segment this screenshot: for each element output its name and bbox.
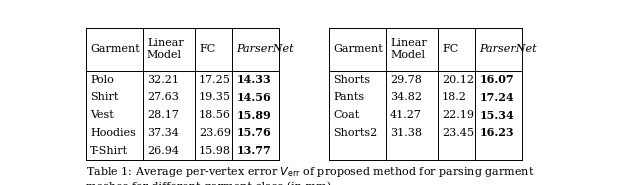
Text: Garment: Garment: [90, 44, 140, 54]
Text: 27.63: 27.63: [147, 92, 179, 102]
Text: 18.56: 18.56: [199, 110, 231, 120]
Text: Garment: Garment: [333, 44, 383, 54]
Text: Polo: Polo: [90, 75, 114, 85]
Text: 15.98: 15.98: [199, 146, 231, 156]
Text: 17.24: 17.24: [479, 92, 514, 103]
Text: Coat: Coat: [333, 110, 359, 120]
Text: 37.34: 37.34: [147, 128, 179, 138]
Text: 23.69: 23.69: [199, 128, 231, 138]
Text: 26.94: 26.94: [147, 146, 179, 156]
Text: 15.76: 15.76: [236, 127, 271, 138]
Text: 18.2: 18.2: [442, 92, 467, 102]
Text: 29.78: 29.78: [390, 75, 422, 85]
Text: 16.07: 16.07: [479, 74, 514, 85]
Text: 41.27: 41.27: [390, 110, 422, 120]
Text: Shorts: Shorts: [333, 75, 370, 85]
Text: 15.89: 15.89: [236, 110, 271, 121]
Text: 31.38: 31.38: [390, 128, 422, 138]
Text: Linear
Model: Linear Model: [147, 38, 184, 60]
Text: 13.77: 13.77: [236, 145, 271, 156]
Text: 23.45: 23.45: [442, 128, 474, 138]
Text: T-Shirt: T-Shirt: [90, 146, 128, 156]
Text: 16.23: 16.23: [479, 127, 514, 138]
Text: FC: FC: [442, 44, 458, 54]
Text: 20.12: 20.12: [442, 75, 474, 85]
Text: FC: FC: [199, 44, 215, 54]
Text: 32.21: 32.21: [147, 75, 179, 85]
Text: 14.33: 14.33: [236, 74, 271, 85]
Text: Pants: Pants: [333, 92, 364, 102]
Text: Shorts2: Shorts2: [333, 128, 377, 138]
Text: Shirt: Shirt: [90, 92, 118, 102]
Text: 28.17: 28.17: [147, 110, 179, 120]
Text: Linear
Model: Linear Model: [390, 38, 427, 60]
Text: 19.35: 19.35: [199, 92, 231, 102]
Text: 17.25: 17.25: [199, 75, 231, 85]
Text: 34.82: 34.82: [390, 92, 422, 102]
Text: 14.56: 14.56: [236, 92, 271, 103]
Text: ParserNet: ParserNet: [236, 44, 294, 54]
Text: 15.34: 15.34: [479, 110, 514, 121]
Text: ParserNet: ParserNet: [479, 44, 537, 54]
Text: Vest: Vest: [90, 110, 114, 120]
Text: Hoodies: Hoodies: [90, 128, 136, 138]
Text: 22.19: 22.19: [442, 110, 474, 120]
Text: Table 1: Average per-vertex error $V_{\mathrm{err}}$ of proposed method for pars: Table 1: Average per-vertex error $V_{\m…: [86, 165, 534, 185]
